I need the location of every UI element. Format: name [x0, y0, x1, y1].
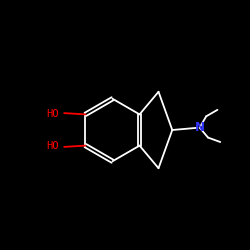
Text: HO: HO: [46, 142, 58, 152]
Text: N: N: [195, 121, 205, 134]
Text: HO: HO: [46, 108, 58, 119]
